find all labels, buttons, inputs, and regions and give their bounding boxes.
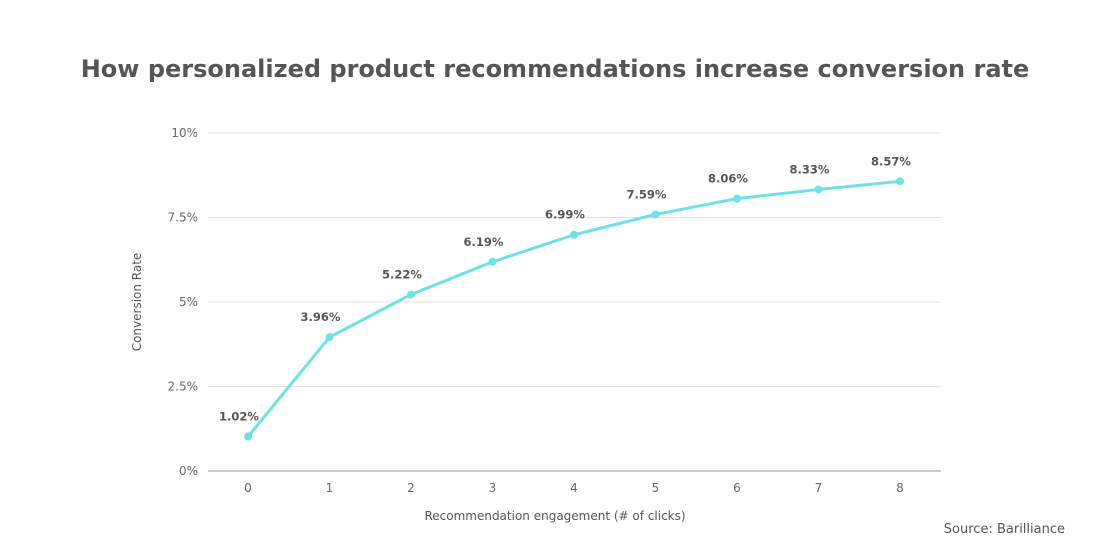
- source-note: Source: Barilliance: [943, 522, 1065, 537]
- gridlines: [208, 132, 941, 472]
- data-label: 8.57%: [871, 154, 911, 168]
- data-point: [407, 290, 415, 299]
- x-tick-label: 7: [815, 481, 823, 495]
- y-tick-label: 10%: [171, 126, 198, 140]
- y-tick-label: 2.5%: [168, 380, 199, 394]
- x-tick-label: 4: [570, 481, 578, 495]
- data-labels: 1.02% 3.96% 5.22% 6.19% 6.99% 7.59% 8.06% 8.33%…: [219, 154, 911, 423]
- x-tick-label: 8: [896, 481, 904, 495]
- x-tick-label: 2: [407, 481, 415, 495]
- x-tick-label: 0: [244, 481, 252, 495]
- x-tick-label: 1: [326, 481, 334, 495]
- x-axis-label: Recommendation engagement (# of clicks): [424, 509, 685, 523]
- data-label: 1.02%: [219, 410, 259, 424]
- data-point: [651, 210, 660, 219]
- data-label: 6.19%: [464, 235, 504, 249]
- data-label: 8.06%: [708, 172, 748, 186]
- data-point: [325, 333, 334, 342]
- data-label: 8.33%: [790, 162, 830, 176]
- x-tick-label: 6: [733, 481, 741, 495]
- data-point: [814, 185, 823, 194]
- chart-title: How personalized product recommendations…: [80, 55, 1030, 83]
- data-point: [244, 432, 252, 441]
- data-point: [488, 257, 497, 266]
- y-tick-label: 5%: [179, 295, 198, 309]
- data-label: 7.59%: [627, 187, 667, 201]
- data-label: 3.96%: [301, 310, 341, 324]
- y-axis-label: Conversion Rate: [130, 253, 144, 352]
- data-point: [570, 230, 578, 239]
- x-axis-ticks: 0 1 2 3 4 5 6 7 8: [244, 481, 904, 495]
- x-tick-label: 5: [652, 481, 660, 495]
- y-axis-ticks: 0% 2.5% 5% 7.5% 10%: [168, 126, 199, 478]
- x-tick-label: 3: [489, 481, 497, 495]
- y-tick-label: 0%: [179, 464, 198, 478]
- data-label: 6.99%: [545, 208, 585, 222]
- data-label: 5.22%: [382, 268, 422, 282]
- data-points: [244, 177, 904, 441]
- data-point: [896, 177, 904, 186]
- y-tick-label: 7.5%: [168, 211, 199, 225]
- data-point: [733, 194, 741, 203]
